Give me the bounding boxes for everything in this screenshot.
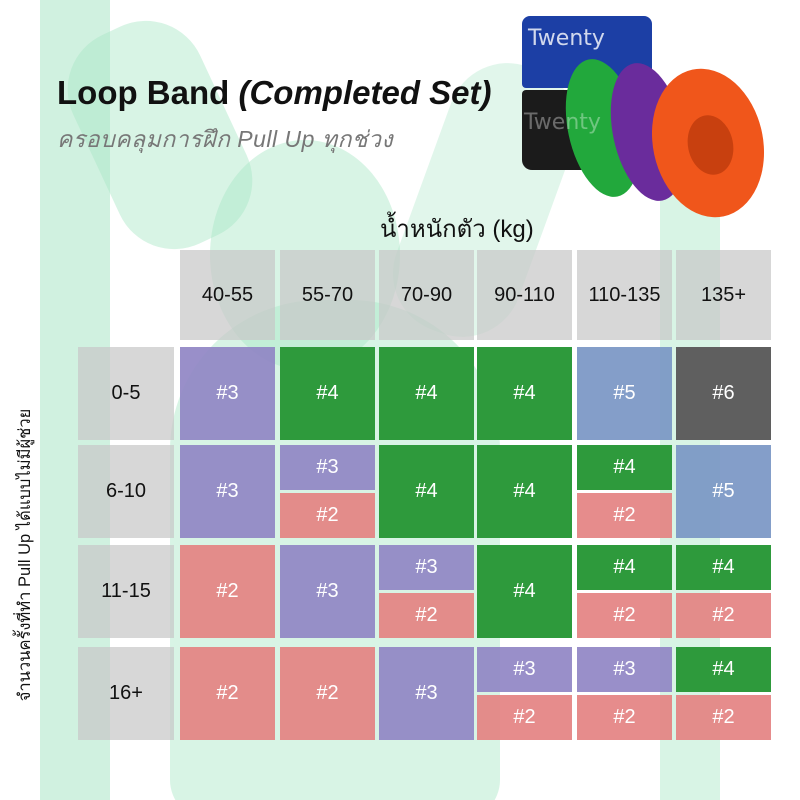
band-cell-bottom: #2 bbox=[676, 593, 771, 638]
band-cell: #3 bbox=[180, 347, 275, 440]
band-cell-top: #4 bbox=[676, 647, 771, 692]
band-cell: #5 bbox=[676, 445, 771, 538]
row-header: 16+ bbox=[78, 647, 174, 740]
band-cell: #6 bbox=[676, 347, 771, 440]
loop-band-product-image: Twenty Twenty bbox=[518, 10, 778, 228]
band-cell: #2 bbox=[280, 647, 375, 740]
band-cell-top: #3 bbox=[577, 647, 672, 692]
band-cell: #2 bbox=[180, 647, 275, 740]
band-cell: #4 bbox=[379, 445, 474, 538]
band-cell: #4 bbox=[477, 545, 572, 638]
band-cell-top: #3 bbox=[477, 647, 572, 692]
band-cell: #4 bbox=[280, 347, 375, 440]
column-header: 70-90 bbox=[379, 250, 474, 340]
band-cell-top: #4 bbox=[676, 545, 771, 590]
band-cell-bottom: #2 bbox=[676, 695, 771, 740]
band-cell-top: #3 bbox=[280, 445, 375, 490]
band-cell: #3 bbox=[280, 545, 375, 638]
band-cell: #2 bbox=[180, 545, 275, 638]
band-cell-bottom: #2 bbox=[477, 695, 572, 740]
column-axis-label: น้ำหนักตัว (kg) bbox=[380, 216, 534, 243]
column-header: 40-55 bbox=[180, 250, 275, 340]
brand-logo-text: Twenty bbox=[528, 26, 605, 51]
band-cell-top: #3 bbox=[379, 545, 474, 590]
band-cell: #3 bbox=[180, 445, 275, 538]
band-cell-bottom: #2 bbox=[280, 493, 375, 538]
band-cell: #4 bbox=[379, 347, 474, 440]
row-header: 6-10 bbox=[78, 445, 174, 538]
title-italic: (Completed Set) bbox=[238, 74, 492, 111]
page-subtitle: ครอบคลุมการฝึก Pull Up ทุกช่วง bbox=[57, 126, 394, 152]
band-cell-top: #4 bbox=[577, 545, 672, 590]
band-cell: #4 bbox=[477, 347, 572, 440]
band-cell-bottom: #2 bbox=[577, 593, 672, 638]
title-main: Loop Band bbox=[57, 74, 230, 111]
column-header: 135+ bbox=[676, 250, 771, 340]
column-header: 55-70 bbox=[280, 250, 375, 340]
page-title: Loop Band (Completed Set) bbox=[57, 74, 492, 112]
brand-logo-text-secondary: Twenty bbox=[524, 110, 601, 135]
band-cell: #5 bbox=[577, 347, 672, 440]
row-header: 11-15 bbox=[78, 545, 174, 638]
row-axis-label: จำนวนครั้งที่ทำ Pull Up ได้แบบไม่มีผู้ช่… bbox=[16, 408, 34, 702]
band-cell-top: #4 bbox=[577, 445, 672, 490]
row-header: 0-5 bbox=[78, 347, 174, 440]
band-cell: #4 bbox=[477, 445, 572, 538]
column-header: 90-110 bbox=[477, 250, 572, 340]
band-cell-bottom: #2 bbox=[577, 695, 672, 740]
column-header: 110-135 bbox=[577, 250, 672, 340]
band-cell-bottom: #2 bbox=[379, 593, 474, 638]
band-cell: #3 bbox=[379, 647, 474, 740]
band-cell-bottom: #2 bbox=[577, 493, 672, 538]
